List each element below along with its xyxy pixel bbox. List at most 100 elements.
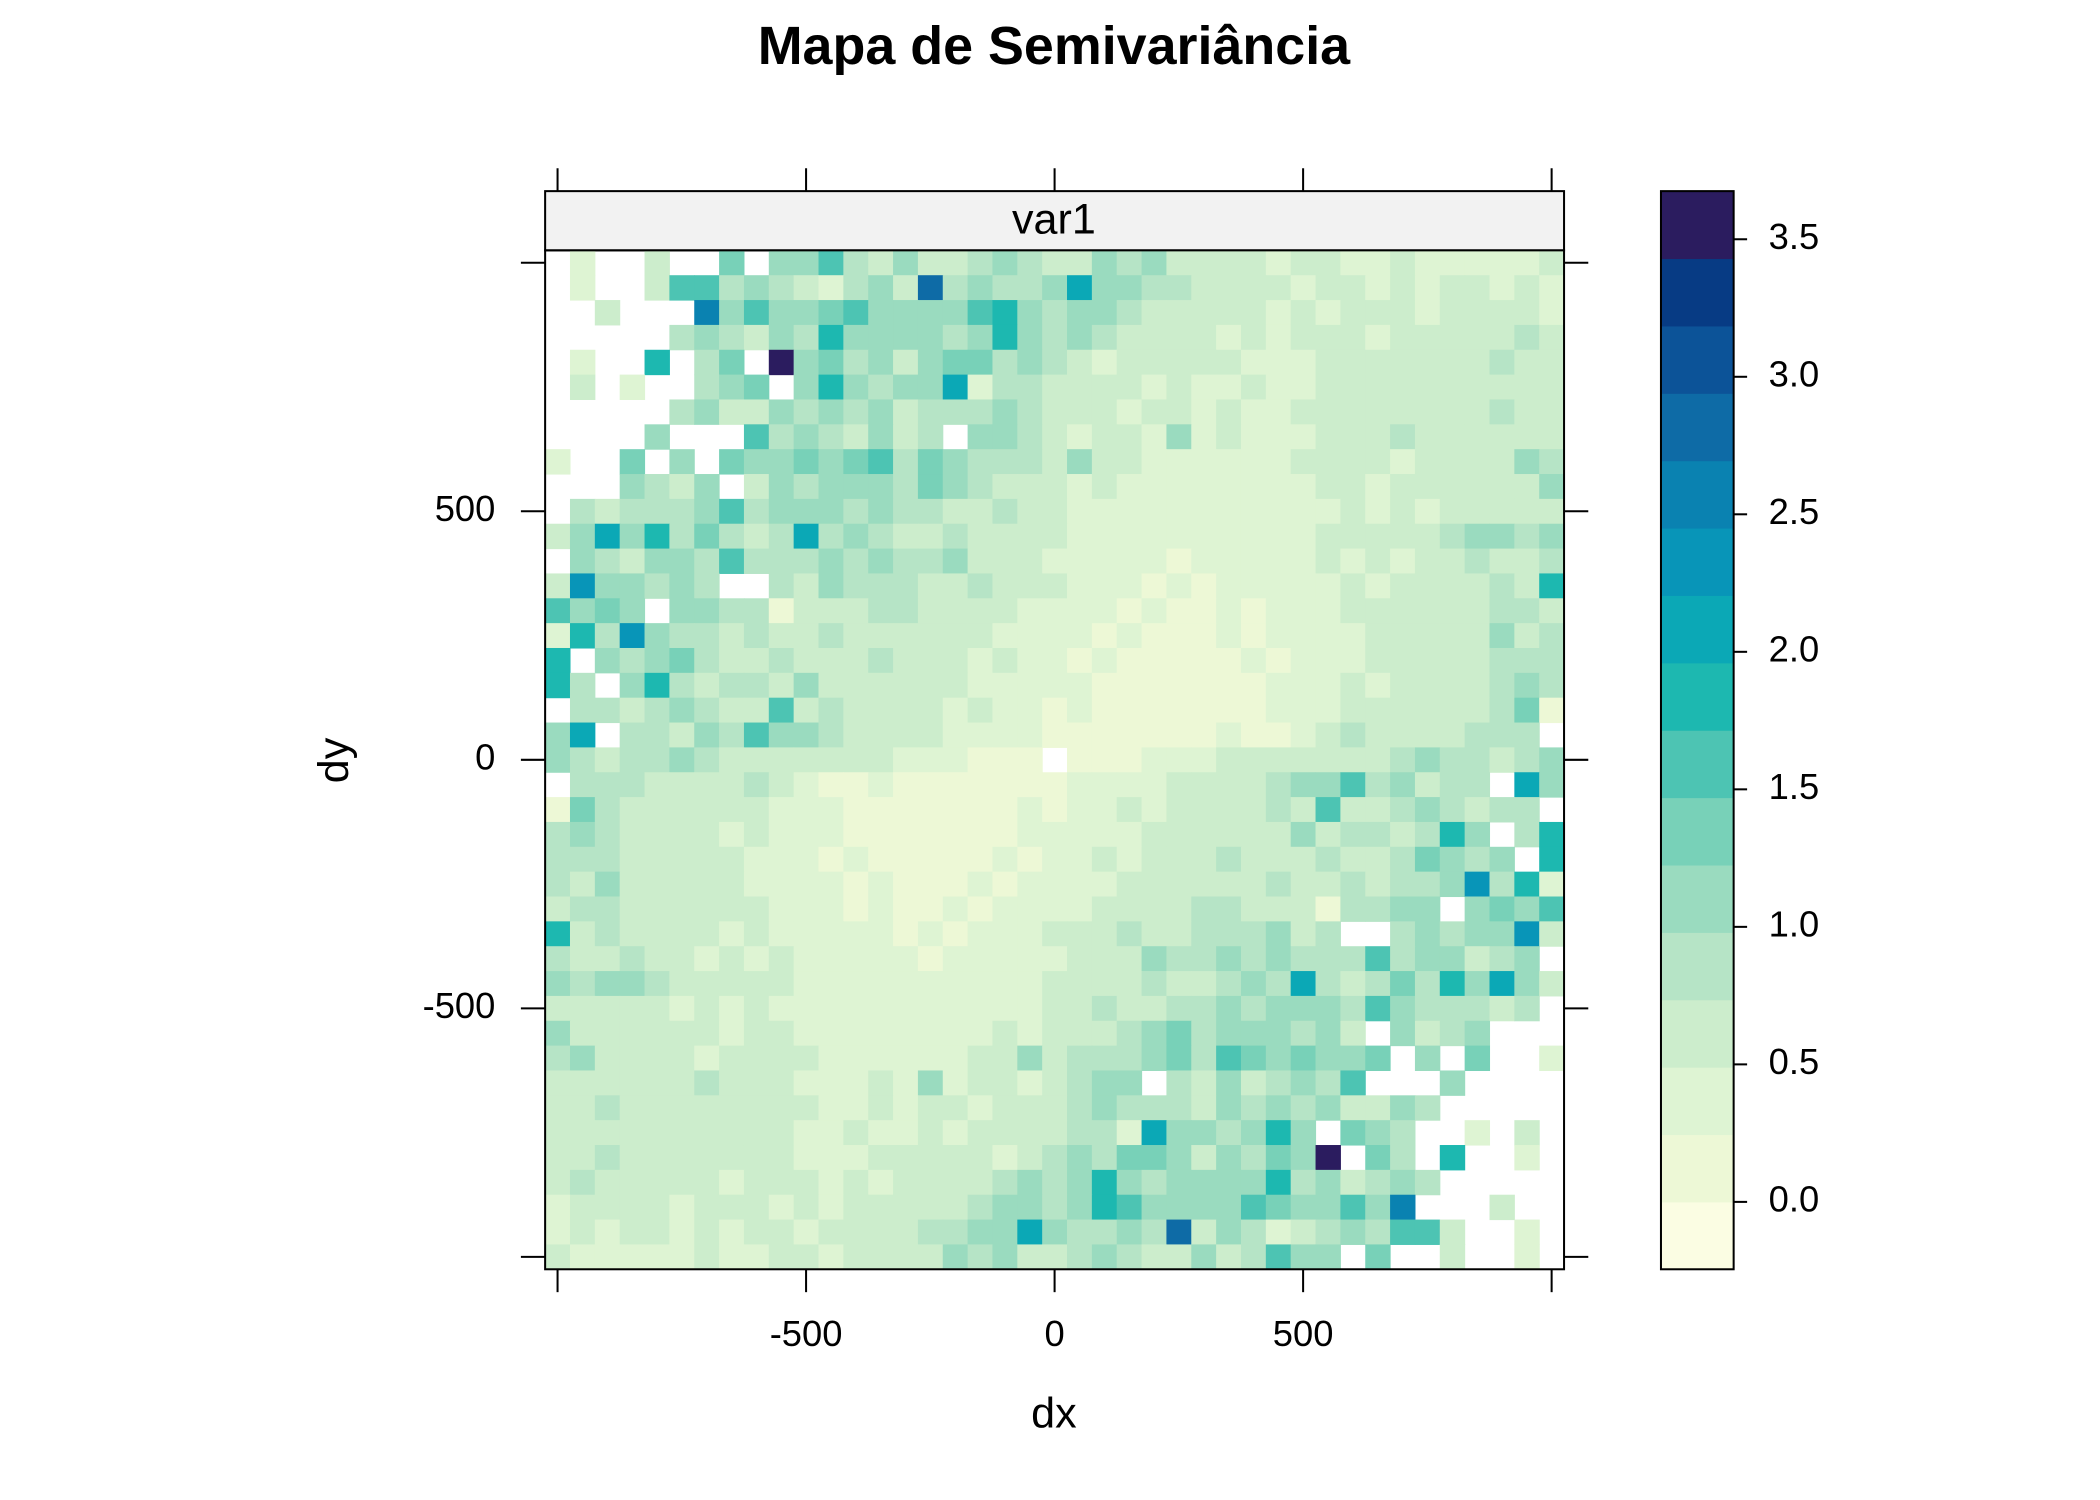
heat-cell: [545, 672, 571, 699]
heat-cell: [1414, 1020, 1441, 1047]
heat-cell: [1240, 896, 1267, 922]
heat-cell: [793, 797, 820, 823]
heat-cell: [1067, 275, 1093, 301]
heat-cell: [1290, 474, 1317, 500]
heat-cell: [569, 971, 596, 997]
heat-cell: [967, 324, 993, 351]
heat-cell: [1017, 995, 1043, 1022]
heat-cell: [619, 623, 646, 649]
heat-cell: [1067, 1020, 1093, 1047]
heat-cell: [1290, 971, 1317, 997]
heat-cell: [1067, 647, 1093, 674]
heat-cell: [1464, 300, 1491, 326]
heat-cell: [1042, 498, 1068, 525]
heat-cell: [868, 275, 894, 301]
heat-cell: [818, 672, 844, 699]
heat-cell: [1464, 498, 1491, 525]
heat-cell: [1240, 598, 1267, 624]
heat-cell: [1340, 1169, 1366, 1196]
heat-cell: [1315, 449, 1341, 475]
heat-cell: [669, 995, 695, 1022]
heat-cell: [594, 1194, 621, 1221]
heat-cell: [1191, 573, 1217, 599]
heat-cell: [768, 1120, 795, 1146]
heat-cell: [868, 598, 894, 624]
heat-cell: [1265, 921, 1292, 947]
heat-cell: [893, 871, 919, 898]
heat-cell: [1067, 871, 1093, 898]
heat-cell: [1067, 449, 1093, 475]
heat-cell: [1489, 598, 1515, 624]
heat-cell: [1017, 498, 1043, 525]
heat-cell: [1240, 1169, 1267, 1196]
heat-cell: [1315, 250, 1341, 276]
heat-cell: [1216, 747, 1242, 773]
heat-cell: [619, 722, 646, 748]
heat-cell: [942, 498, 969, 525]
heat-cell: [793, 697, 820, 724]
heat-cell: [545, 921, 571, 947]
heat-cell: [1216, 374, 1242, 401]
heat-cell: [619, 1219, 646, 1245]
heat-cell: [917, 349, 944, 376]
heat-cell: [768, 324, 795, 351]
heat-cell: [1017, 921, 1043, 947]
heat-cell: [1141, 1244, 1167, 1270]
heat-cell: [594, 747, 621, 773]
heat-cell: [569, 548, 596, 574]
heat-cell: [669, 1169, 695, 1196]
heat-cell: [1365, 896, 1391, 922]
heat-cell: [843, 821, 869, 848]
heat-cell: [1390, 1020, 1416, 1047]
heat-cell: [868, 946, 894, 972]
colorbar-band: [1660, 730, 1734, 799]
heat-cell: [1315, 1045, 1341, 1072]
heat-cell: [1141, 374, 1167, 401]
heat-cell: [793, 846, 820, 873]
heat-cell: [967, 498, 993, 525]
heat-cell: [942, 946, 969, 972]
heat-cell: [1116, 275, 1143, 301]
heat-cell: [768, 1194, 795, 1221]
heat-cell: [1390, 424, 1416, 450]
heat-cell: [1464, 1120, 1491, 1146]
colorbar-band: [1660, 797, 1734, 866]
heat-cell: [1390, 1145, 1416, 1171]
heat-cell: [1340, 300, 1366, 326]
heat-cell: [1365, 1219, 1391, 1245]
heat-cell: [619, 449, 646, 475]
heat-cell: [917, 647, 944, 674]
heat-cell: [818, 1169, 844, 1196]
heat-cell: [1340, 1020, 1366, 1047]
heat-cell: [1116, 424, 1143, 450]
heat-cell: [1514, 647, 1540, 674]
heat-cell: [594, 1219, 621, 1245]
heat-cell: [644, 697, 670, 724]
heat-cell: [768, 300, 795, 326]
heat-cell: [1414, 300, 1441, 326]
heat-cell: [1116, 672, 1143, 699]
heat-cell: [1017, 672, 1043, 699]
heat-cell: [1240, 324, 1267, 351]
heat-cell: [1514, 896, 1540, 922]
heat-cell: [669, 1244, 695, 1270]
heat-cell: [1439, 374, 1466, 401]
heat-cell: [868, 1045, 894, 1072]
heat-cell: [1340, 498, 1366, 525]
heat-cell: [1439, 697, 1466, 724]
heat-cell: [619, 772, 646, 798]
heat-cell: [743, 1045, 770, 1072]
heat-cell: [1315, 548, 1341, 574]
heat-cell: [1240, 449, 1267, 475]
heat-cell: [1390, 300, 1416, 326]
heat-cell: [992, 921, 1018, 947]
heat-cell: [694, 797, 720, 823]
heat-cell: [1315, 747, 1341, 773]
heat-cell: [868, 1169, 894, 1196]
heat-cell: [669, 598, 695, 624]
heat-cell: [644, 1169, 670, 1196]
heat-cell: [1042, 995, 1068, 1022]
heat-cell: [669, 647, 695, 674]
heat-cell: [569, 1095, 596, 1121]
heat-cell: [1340, 548, 1366, 574]
